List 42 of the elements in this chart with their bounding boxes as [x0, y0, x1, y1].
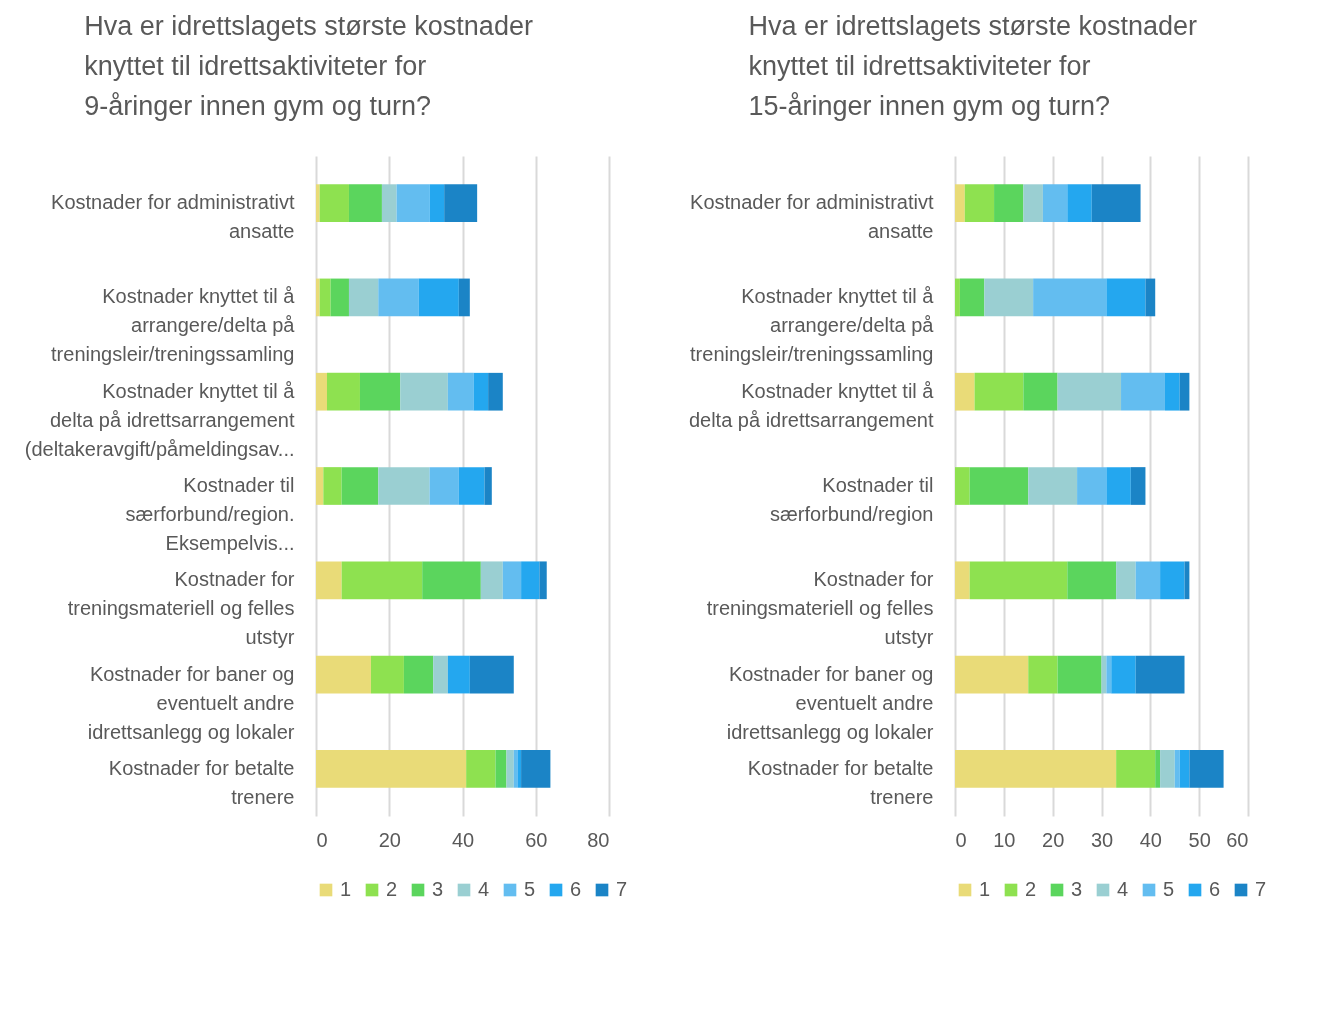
legend-label: 1: [979, 878, 991, 900]
y-tick-label: Kostnader knyttet til å arrangere/delta på treningsleir/treningssamling: [51, 285, 296, 366]
y-tick-label: Kostnader for treningsmateriell og felles utstyr: [706, 568, 934, 649]
legend-label: 3: [1071, 878, 1083, 900]
y-tick-label: Kostnader knyttet til å delta på idrettsarrangement (deltakeravgift/påmeldingsav...: [24, 379, 296, 460]
y-tick-label: Kostnader for baner og eventuelt andre idrettsanlegg og lokaler: [87, 662, 295, 743]
legend-label: 7: [616, 878, 628, 900]
y-tick-label: Kostnader knyttet til å arrangere/delta på treningsleir/treningssamling: [690, 285, 935, 366]
legend-label: 2: [386, 878, 398, 900]
x-tick-label: 40: [1139, 828, 1162, 851]
y-tick-label: Kostnader knyttet til å delta på idrettsarrangement: [688, 379, 935, 431]
legend-label: 5: [524, 878, 536, 900]
x-tick-label: 50: [1188, 828, 1211, 851]
x-tick-label: 20: [1042, 828, 1065, 851]
y-tick-label: Kostnader for betalte trenere: [108, 756, 295, 808]
legend-label: 2: [1025, 878, 1037, 900]
x-tick-label: 0: [955, 828, 967, 851]
x-tick-label: 60: [525, 828, 548, 851]
y-tick-label: Kostnader for administrativt ansatte: [51, 191, 295, 243]
x-tick-label: 60: [1226, 828, 1249, 851]
legend-label: 7: [1255, 878, 1267, 900]
y-tick-label: Kostnader for administrativt ansatte: [690, 191, 934, 243]
x-tick-label: 40: [451, 828, 475, 851]
legend-label: 4: [478, 878, 490, 900]
y-tick-label: Kostnader for baner og eventuelt andre idrettsanlegg og lokaler: [726, 662, 934, 743]
x-tick-label: 80: [587, 828, 610, 851]
x-tick-label: 10: [993, 828, 1016, 851]
y-tick-label: Kostnader for treningsmateriell og felles utstyr: [67, 568, 295, 649]
y-tick-label: Kostnader til særforbund/region. Eksempelvis...: [125, 474, 295, 554]
y-tick-label: Kostnader til særforbund/region: [770, 474, 934, 525]
chart-title: Hva er idrettslagets største kostnader knyttet til idrettsaktiviteter for 9-åringer innen gym og turn?: [84, 11, 533, 121]
legend-label: 4: [1117, 878, 1129, 900]
legend-label: 6: [570, 878, 582, 900]
y-tick-label: Kostnader for betalte trenere: [747, 756, 934, 808]
chart-title: Hva er idrettslagets største kostnader knyttet til idrettsaktiviteter for 15-åringer innen gym og turn?: [748, 11, 1198, 121]
legend-label: 3: [432, 878, 444, 900]
x-tick-label: 30: [1090, 828, 1114, 851]
legend-label: 5: [1163, 878, 1175, 900]
x-tick-label: 20: [378, 828, 401, 851]
legend-label: 1: [340, 878, 352, 900]
legend-label: 6: [1209, 878, 1221, 900]
x-tick-label: 0: [316, 828, 328, 851]
